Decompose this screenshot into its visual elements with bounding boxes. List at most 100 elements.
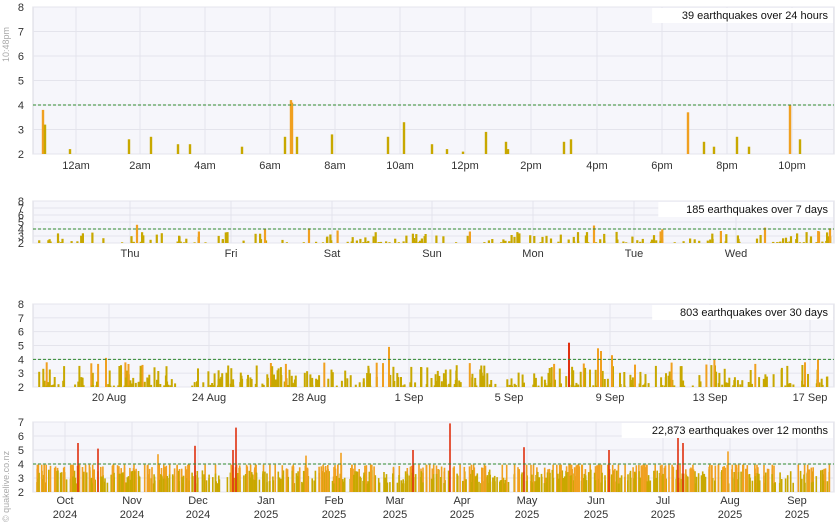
quake-bar bbox=[116, 465, 119, 492]
quake-bar bbox=[113, 472, 115, 492]
quake-bar bbox=[765, 472, 767, 492]
quake-bar bbox=[771, 474, 773, 492]
x-tick-label: Oct bbox=[56, 495, 73, 507]
quake-bar bbox=[776, 242, 779, 243]
quake-bar bbox=[385, 479, 387, 492]
quake-bar bbox=[137, 381, 140, 387]
quake-bar bbox=[437, 469, 439, 492]
quake-bar bbox=[89, 467, 91, 492]
quake-bar bbox=[346, 241, 349, 243]
quake-bar bbox=[295, 136, 299, 154]
quake-bar bbox=[38, 371, 41, 387]
quake-bar bbox=[539, 242, 542, 243]
quake-bar bbox=[817, 359, 819, 387]
quake-bar bbox=[825, 240, 828, 243]
quake-bar bbox=[619, 372, 621, 387]
quake-bar bbox=[217, 483, 219, 492]
quake-bar bbox=[160, 474, 163, 492]
quake-bar bbox=[76, 241, 79, 243]
quake-bar bbox=[91, 464, 94, 492]
x-tick-label: Apr bbox=[453, 495, 470, 507]
quake-bar bbox=[412, 450, 414, 492]
quake-bar bbox=[127, 385, 130, 387]
quake-bar bbox=[508, 241, 511, 243]
quake-bar bbox=[490, 380, 493, 387]
y-tick-label: 6 bbox=[18, 327, 24, 339]
quake-bar bbox=[311, 384, 314, 387]
quake-bar bbox=[641, 238, 644, 243]
quake-bar bbox=[248, 470, 251, 492]
quake-bar bbox=[156, 379, 158, 387]
quake-bar bbox=[48, 239, 51, 243]
quake-bar bbox=[500, 242, 503, 243]
x-tick-label: Jun bbox=[587, 495, 605, 507]
quake-bar bbox=[366, 242, 369, 243]
y-tick-label: 7 bbox=[18, 203, 24, 215]
quake-bar bbox=[224, 232, 227, 243]
quake-bar bbox=[792, 482, 794, 492]
quake-bar bbox=[411, 233, 414, 243]
quake-bar bbox=[141, 232, 144, 243]
quake-bar bbox=[623, 372, 626, 387]
quake-bar bbox=[559, 234, 562, 243]
quake-bar bbox=[321, 242, 325, 243]
quake-bar bbox=[105, 357, 107, 387]
quake-bar bbox=[667, 375, 670, 387]
quake-bar bbox=[484, 465, 487, 492]
quake-bar bbox=[414, 382, 417, 387]
quake-bar bbox=[367, 368, 370, 387]
quake-bar bbox=[173, 468, 176, 492]
quake-bar bbox=[669, 383, 672, 387]
quake-bar bbox=[328, 471, 330, 492]
quake-bar bbox=[541, 236, 544, 243]
y-tick-label: 5 bbox=[18, 445, 24, 457]
quake-bar bbox=[281, 239, 284, 243]
quake-bar bbox=[383, 472, 385, 492]
quake-bar bbox=[324, 466, 327, 492]
quake-bar bbox=[468, 363, 471, 387]
quake-bar bbox=[331, 480, 334, 492]
x-tick-year-label: 2025 bbox=[383, 509, 407, 521]
quake-bar bbox=[568, 464, 570, 492]
quake-bar bbox=[107, 385, 110, 387]
quake-bar bbox=[259, 233, 262, 243]
quake-bar bbox=[70, 464, 72, 492]
y-tick-label: 2 bbox=[18, 382, 24, 394]
quake-bar bbox=[63, 366, 66, 387]
quake-bar bbox=[445, 149, 449, 154]
quake-bar bbox=[643, 464, 646, 492]
quake-bar bbox=[82, 474, 85, 492]
quake-bar bbox=[463, 466, 466, 492]
quake-bar bbox=[422, 482, 424, 492]
quake-bar bbox=[171, 474, 174, 492]
quake-bar bbox=[810, 482, 813, 492]
quake-bar bbox=[119, 474, 121, 492]
quake-bar bbox=[165, 366, 168, 387]
y-tick-label: 5 bbox=[18, 341, 24, 353]
quake-bar bbox=[826, 236, 830, 243]
quake-bar bbox=[318, 466, 320, 492]
y-tick-label: 2 bbox=[18, 149, 24, 161]
quake-bar bbox=[47, 240, 50, 243]
quake-bar bbox=[139, 373, 142, 387]
quake-bar bbox=[544, 383, 547, 387]
quake-bar bbox=[153, 476, 156, 492]
quake-bar bbox=[149, 239, 152, 243]
quake-bar bbox=[659, 231, 662, 243]
quake-bar bbox=[803, 474, 805, 492]
quake-bar bbox=[702, 141, 706, 155]
quake-bar bbox=[330, 369, 333, 387]
quake-bar bbox=[127, 476, 130, 492]
quake-bar bbox=[240, 375, 243, 387]
y-tick-label: 4 bbox=[18, 100, 24, 112]
quake-bar bbox=[763, 227, 767, 243]
quake-bar bbox=[656, 473, 659, 492]
quake-bar bbox=[797, 464, 800, 492]
quake-bar bbox=[362, 480, 364, 492]
quake-bar bbox=[749, 385, 752, 387]
quake-bar bbox=[163, 464, 165, 492]
quake-bar bbox=[481, 375, 484, 387]
quake-bar bbox=[392, 473, 394, 492]
quake-bar bbox=[202, 382, 205, 387]
quake-bar bbox=[570, 384, 573, 387]
